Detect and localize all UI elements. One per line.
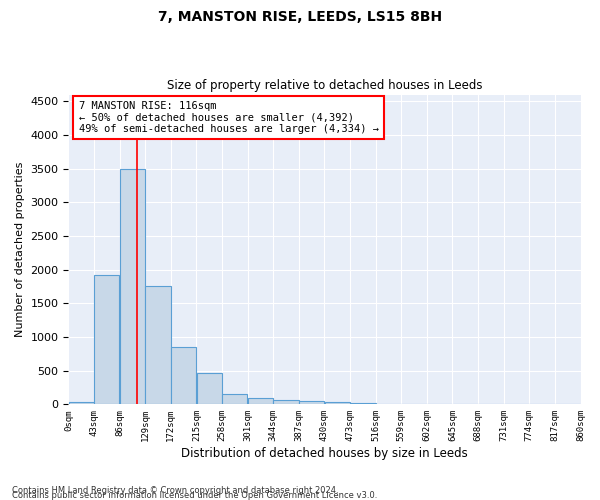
Text: 7, MANSTON RISE, LEEDS, LS15 8BH: 7, MANSTON RISE, LEEDS, LS15 8BH (158, 10, 442, 24)
Text: Contains public sector information licensed under the Open Government Licence v3: Contains public sector information licen… (12, 490, 377, 500)
X-axis label: Distribution of detached houses by size in Leeds: Distribution of detached houses by size … (181, 447, 468, 460)
Bar (350, 403, 376, 404)
Bar (94, 275, 119, 404)
Text: 7 MANSTON RISE: 116sqm
← 50% of detached houses are smaller (4,392)
49% of semi-: 7 MANSTON RISE: 116sqm ← 50% of detached… (79, 101, 379, 134)
Bar (68, 402, 94, 404)
Title: Size of property relative to detached houses in Leeds: Size of property relative to detached ho… (167, 79, 482, 92)
Bar (145, 286, 170, 405)
Bar (120, 168, 145, 404)
Bar (248, 398, 273, 404)
Bar (299, 402, 325, 404)
Bar (171, 347, 196, 405)
Y-axis label: Number of detached properties: Number of detached properties (15, 162, 25, 337)
Bar (274, 400, 299, 404)
Bar (197, 374, 222, 404)
Text: Contains HM Land Registry data © Crown copyright and database right 2024.: Contains HM Land Registry data © Crown c… (12, 486, 338, 495)
Bar (222, 394, 247, 404)
Bar (325, 402, 350, 404)
